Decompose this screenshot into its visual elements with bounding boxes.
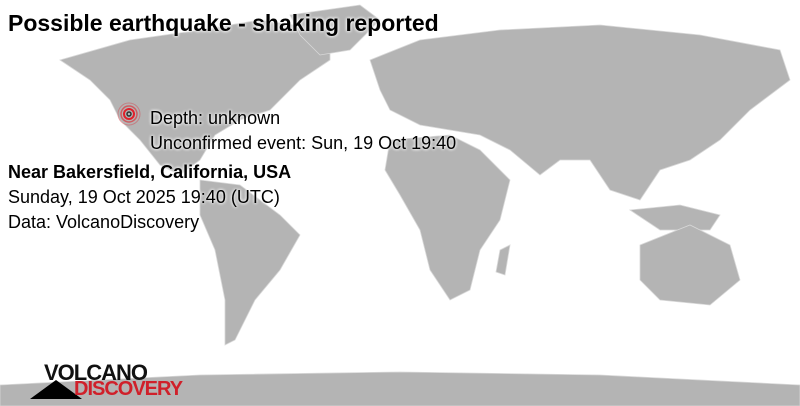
southeast-asia-islands bbox=[628, 204, 721, 231]
location-label: Near Bakersfield, California, USA bbox=[8, 162, 292, 182]
unconfirmed-event-label: Unconfirmed event: Sun, 19 Oct 19:40 bbox=[150, 133, 457, 153]
epicenter-rings-icon bbox=[117, 102, 141, 126]
datetime-label: Sunday, 19 Oct 2025 19:40 (UTC) bbox=[8, 187, 280, 207]
page-title: Possible earthquake - shaking reported bbox=[8, 10, 439, 36]
volcano-icon bbox=[30, 380, 82, 399]
volcanodiscovery-logo: VOLCANO DISCOVERY bbox=[30, 360, 190, 400]
south-america bbox=[199, 179, 301, 346]
madagascar bbox=[495, 244, 511, 276]
logo-line1: VOLCANO bbox=[44, 360, 148, 385]
eurasia bbox=[369, 24, 791, 201]
data-source-label: Data: VolcanoDiscovery bbox=[8, 212, 200, 232]
antarctica bbox=[0, 371, 800, 406]
depth-label: Depth: unknown bbox=[150, 108, 281, 128]
greenland bbox=[289, 4, 381, 56]
logo-line2: DISCOVERY bbox=[74, 378, 183, 400]
australia bbox=[639, 224, 741, 306]
north-america bbox=[59, 19, 331, 176]
africa bbox=[384, 134, 511, 301]
